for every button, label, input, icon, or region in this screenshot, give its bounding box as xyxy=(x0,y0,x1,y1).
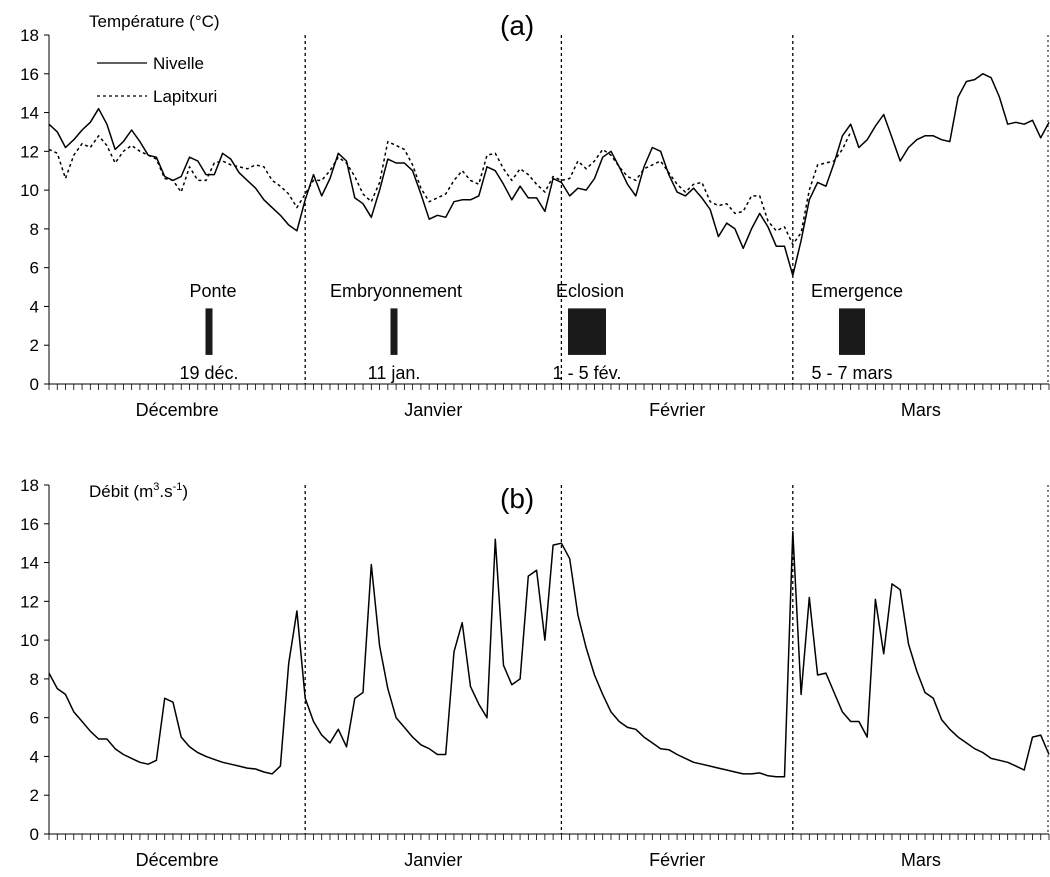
y-tick-label: 18 xyxy=(20,26,39,45)
month-label: Février xyxy=(649,400,705,420)
y-tick-label: 4 xyxy=(30,747,39,766)
panel-a-series xyxy=(48,73,1050,277)
y-tick-label: 12 xyxy=(20,142,39,161)
panel-b-series xyxy=(48,530,1050,778)
panel-b-label: (b) xyxy=(500,483,534,514)
panel-b-ylabel: Débit (m3.s-1) xyxy=(89,481,188,501)
panel-a-y-tick-labels: 0 2 4 6 8 10 12 14 16 18 xyxy=(20,26,39,394)
month-label: Décembre xyxy=(136,850,219,870)
y-tick-label: 6 xyxy=(30,259,39,278)
month-label: Décembre xyxy=(136,400,219,420)
legend-label-nivelle: Nivelle xyxy=(153,54,204,73)
panel-a-axes xyxy=(44,34,1050,390)
panel-a-legend: Nivelle Lapitxuri xyxy=(97,54,217,106)
y-tick-label: 8 xyxy=(30,220,39,239)
event-date: 11 jan. xyxy=(368,363,421,383)
legend-label-lapitxuri: Lapitxuri xyxy=(153,87,217,106)
series-line-nivelle xyxy=(48,73,1050,277)
y-tick-label: 16 xyxy=(20,515,39,534)
event-date: 1 - 5 fév. xyxy=(553,363,622,383)
event-bar xyxy=(205,308,213,355)
event-label: Emergence xyxy=(811,281,903,301)
event-bar xyxy=(839,308,865,355)
y-tick-label: 2 xyxy=(30,786,39,805)
y-tick-label: 18 xyxy=(20,476,39,495)
month-label: Janvier xyxy=(404,850,462,870)
panel-a-month-labels: Décembre Janvier Février Mars xyxy=(136,400,941,420)
y-tick-label: 0 xyxy=(30,825,39,844)
y-tick-label: 8 xyxy=(30,670,39,689)
event-bar xyxy=(568,308,606,355)
y-tick-label: 0 xyxy=(30,375,39,394)
series-line-lapitxuri xyxy=(48,131,852,246)
y-tick-label: 12 xyxy=(20,592,39,611)
y-tick-label: 6 xyxy=(30,709,39,728)
panel-b-month-labels: Décembre Janvier Février Mars xyxy=(136,850,941,870)
panel-a-events: Ponte 19 déc. Embryonnement 11 jan. Eclosion… xyxy=(179,281,903,383)
event-label: Embryonnement xyxy=(330,281,462,301)
y-tick-label: 4 xyxy=(30,297,39,316)
month-label: Mars xyxy=(901,850,941,870)
panel-b-month-dividers xyxy=(304,485,794,834)
event-label: Ponte xyxy=(189,281,236,301)
month-label: Mars xyxy=(901,400,941,420)
series-line-debit xyxy=(48,530,1050,778)
month-label: Janvier xyxy=(404,400,462,420)
panel-b-discharge: 0 2 4 6 8 10 12 14 16 18 Décembre Janvier Février Ma… xyxy=(20,476,1050,870)
event-label: Eclosion xyxy=(556,281,624,301)
y-tick-label: 10 xyxy=(20,181,39,200)
panel-b-axes xyxy=(44,484,1050,840)
event-bar xyxy=(390,308,398,355)
y-tick-label: 10 xyxy=(20,631,39,650)
panel-b-y-tick-labels: 0 2 4 6 8 10 12 14 16 18 xyxy=(20,476,39,844)
y-tick-label: 16 xyxy=(20,65,39,84)
y-tick-label: 14 xyxy=(20,554,39,573)
panel-a-ylabel: Température (°C) xyxy=(89,12,220,31)
panel-a-month-dividers xyxy=(304,35,794,384)
month-label: Février xyxy=(649,850,705,870)
event-date: 19 déc. xyxy=(179,363,238,383)
panel-a-label: (a) xyxy=(500,10,534,41)
y-tick-label: 2 xyxy=(30,336,39,355)
panel-a-temperature: 0 2 4 6 8 10 12 14 16 18 Décembre Janvier Février Ma… xyxy=(20,10,1050,420)
event-date: 5 - 7 mars xyxy=(811,363,892,383)
y-tick-label: 14 xyxy=(20,104,39,123)
